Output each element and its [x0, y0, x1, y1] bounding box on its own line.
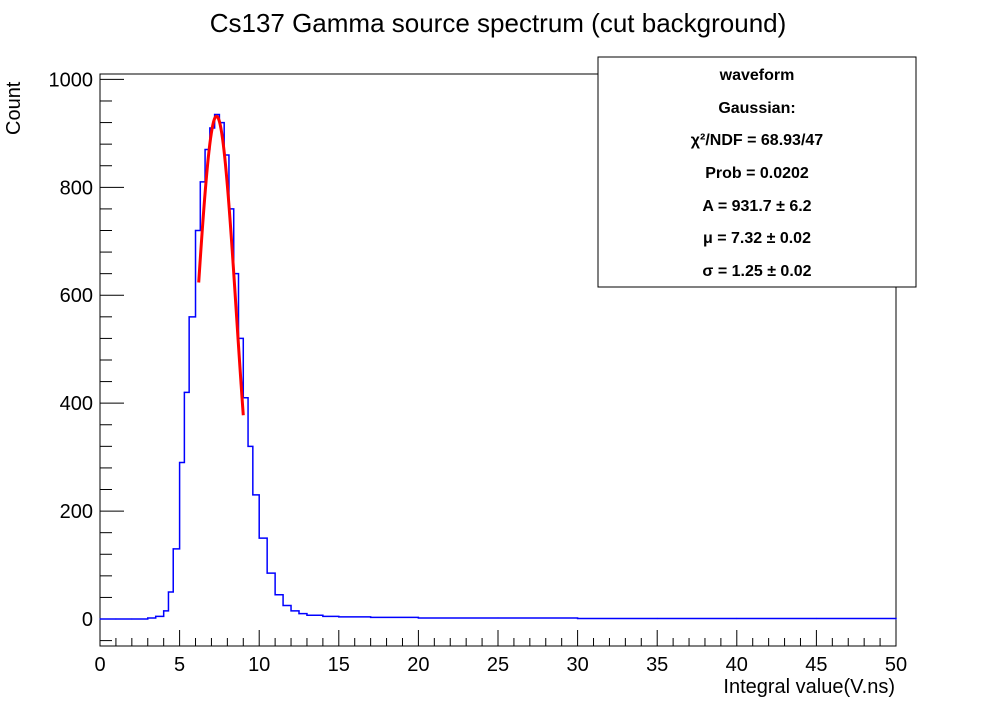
waveform-point: [194, 229, 197, 232]
y-axis-label: Count: [3, 81, 25, 135]
x-tick-label: 35: [646, 654, 668, 676]
waveform-point: [247, 445, 249, 447]
stats-box-frame: [597, 56, 917, 288]
x-tick-label: 10: [248, 654, 270, 676]
x-tick-label: 25: [487, 654, 509, 676]
stats-box: waveform Gaussian: χ²/NDF = 68.93/47 Pro…: [597, 56, 917, 288]
x-tick-label: 5: [174, 654, 185, 676]
x-tick-label: 20: [407, 654, 429, 676]
waveform-point: [282, 604, 284, 607]
y-tick-label: 1000: [49, 69, 94, 91]
x-tick-label: 40: [726, 654, 748, 676]
waveform-point: [298, 613, 300, 615]
x-tick-label: 45: [805, 654, 827, 676]
waveform-point: [258, 537, 260, 539]
stats-mean: μ = 7.32 ± 0.02: [703, 230, 811, 247]
waveform-point: [290, 610, 292, 612]
x-tick-label: 50: [885, 654, 907, 676]
waveform-point: [736, 617, 738, 620]
waveform-point: [815, 617, 818, 620]
waveform-point: [322, 615, 324, 617]
waveform-point: [167, 591, 170, 593]
waveform-point: [179, 461, 181, 464]
waveform-point: [497, 617, 499, 619]
waveform-point: [163, 610, 165, 612]
y-tick-label: 200: [60, 501, 93, 523]
waveform-point: [99, 618, 101, 620]
y-tick-label: 600: [60, 285, 93, 307]
stats-prob: Prob = 0.0202: [705, 165, 809, 182]
waveform-point: [172, 548, 174, 550]
chart-title: Cs137 Gamma source spectrum (cut backgro…: [210, 8, 787, 38]
y-axis: 0 200 400 600 800 1000: [49, 69, 124, 642]
waveform-point: [199, 181, 201, 183]
waveform-point: [131, 618, 133, 620]
waveform-point: [370, 616, 372, 619]
x-axis-label: Integral value(V.ns): [723, 676, 895, 698]
x-tick-label: 0: [94, 654, 105, 676]
waveform-point: [274, 594, 276, 596]
waveform-point: [252, 494, 254, 496]
waveform-point: [338, 616, 340, 618]
x-tick-label: 30: [566, 654, 588, 676]
waveform-point: [204, 148, 206, 151]
waveform-point: [214, 113, 216, 116]
stats-title: waveform: [719, 67, 795, 84]
y-tick-label: 800: [60, 177, 93, 199]
waveform-point: [577, 617, 579, 620]
y-tick-label: 400: [60, 393, 93, 415]
x-tick-label: 15: [328, 654, 350, 676]
waveform-point: [209, 127, 211, 129]
waveform-point: [417, 617, 419, 619]
waveform-point: [656, 617, 658, 620]
stats-function: Gaussian:: [718, 100, 795, 117]
waveform-point: [306, 614, 308, 616]
waveform-point: [188, 316, 190, 318]
gaussian-fit-curve: [197, 114, 245, 416]
y-tick-label: 0: [82, 609, 93, 631]
stats-chi2: χ²/NDF = 68.93/47: [691, 132, 823, 149]
series-layer: [99, 113, 897, 620]
x-axis: 0 5 10 15 20 25 30 35 40 45 50: [94, 630, 907, 676]
stats-amplitude: A = 931.7 ± 6.2: [702, 198, 811, 215]
waveform-point: [895, 618, 897, 620]
waveform-point: [183, 391, 185, 393]
waveform-point: [147, 617, 149, 619]
waveform-point: [155, 615, 157, 617]
stats-sigma: σ = 1.25 ± 0.02: [702, 263, 811, 280]
waveform-point: [266, 572, 268, 574]
waveform-point: [115, 618, 117, 620]
